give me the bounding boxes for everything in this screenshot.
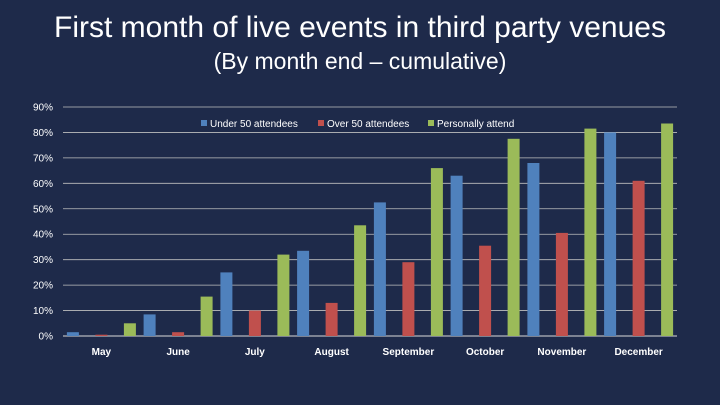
x-category-label: October xyxy=(466,347,504,358)
bar-under-50-attendees-july xyxy=(220,272,233,336)
bar-personally-attend-july xyxy=(277,254,290,336)
y-tick-label: 90% xyxy=(33,103,53,114)
y-tick-label: 80% xyxy=(33,128,53,139)
y-tick-label: 20% xyxy=(33,281,53,292)
x-category-label: June xyxy=(166,347,190,358)
x-category-label: August xyxy=(314,347,349,358)
bar-personally-attend-november xyxy=(584,128,597,336)
bar-under-50-attendees-december xyxy=(604,132,617,336)
y-tick-label: 70% xyxy=(33,153,53,164)
y-tick-label: 50% xyxy=(33,204,53,215)
legend-swatch xyxy=(201,120,207,126)
legend-label: Over 50 attendees xyxy=(327,119,409,130)
legend: Under 50 attendees Over 50 attendees Perso… xyxy=(201,119,514,130)
y-tick-label: 40% xyxy=(33,230,53,241)
bar-over-50-attendees-november xyxy=(555,232,568,336)
bar-under-50-attendees-november xyxy=(527,163,540,336)
x-category-label: July xyxy=(245,347,265,358)
legend-swatch xyxy=(318,120,324,126)
y-tick-label: 30% xyxy=(33,255,53,266)
x-category-label: November xyxy=(537,347,586,358)
slide-subtitle: (By month end – cumulative) xyxy=(213,48,507,74)
bar-over-50-attendees-october xyxy=(479,245,492,336)
legend-label: Under 50 attendees xyxy=(210,119,298,130)
bar-under-50-attendees-may xyxy=(66,332,79,336)
x-category-label: September xyxy=(383,347,435,358)
bar-over-50-attendees-june xyxy=(172,332,185,336)
gridlines xyxy=(63,106,677,337)
bar-personally-attend-october xyxy=(507,138,520,336)
bar-personally-attend-september xyxy=(430,168,443,336)
bar-personally-attend-may xyxy=(123,323,136,336)
y-axis-ticks: 0% 10% 20% 30% 40% 50% 60% 70% 80% 90% xyxy=(33,103,53,343)
legend-label: Personally attend xyxy=(437,119,514,130)
bar-personally-attend-december xyxy=(661,123,674,336)
legend-swatch xyxy=(428,120,434,126)
y-tick-label: 60% xyxy=(33,179,53,190)
y-tick-label: 0% xyxy=(39,332,54,343)
slide-title: First month of live events in third part… xyxy=(54,11,666,44)
x-category-label: December xyxy=(614,347,662,358)
bar-under-50-attendees-october xyxy=(450,175,463,336)
bar-over-50-attendees-august xyxy=(325,302,338,336)
bar-under-50-attendees-august xyxy=(297,250,310,336)
y-tick-label: 10% xyxy=(33,306,53,317)
bar-over-50-attendees-december xyxy=(632,180,645,336)
bar-under-50-attendees-june xyxy=(143,314,156,336)
bar-personally-attend-august xyxy=(354,225,367,336)
x-axis-labels: May June July August September October Novembe… xyxy=(92,347,663,358)
bars xyxy=(66,123,674,336)
bar-over-50-attendees-september xyxy=(402,262,415,336)
x-category-label: May xyxy=(92,347,112,358)
bar-over-50-attendees-may xyxy=(95,334,108,336)
bar-under-50-attendees-september xyxy=(373,202,386,336)
bar-over-50-attendees-july xyxy=(248,310,261,336)
bar-personally-attend-june xyxy=(200,296,213,336)
